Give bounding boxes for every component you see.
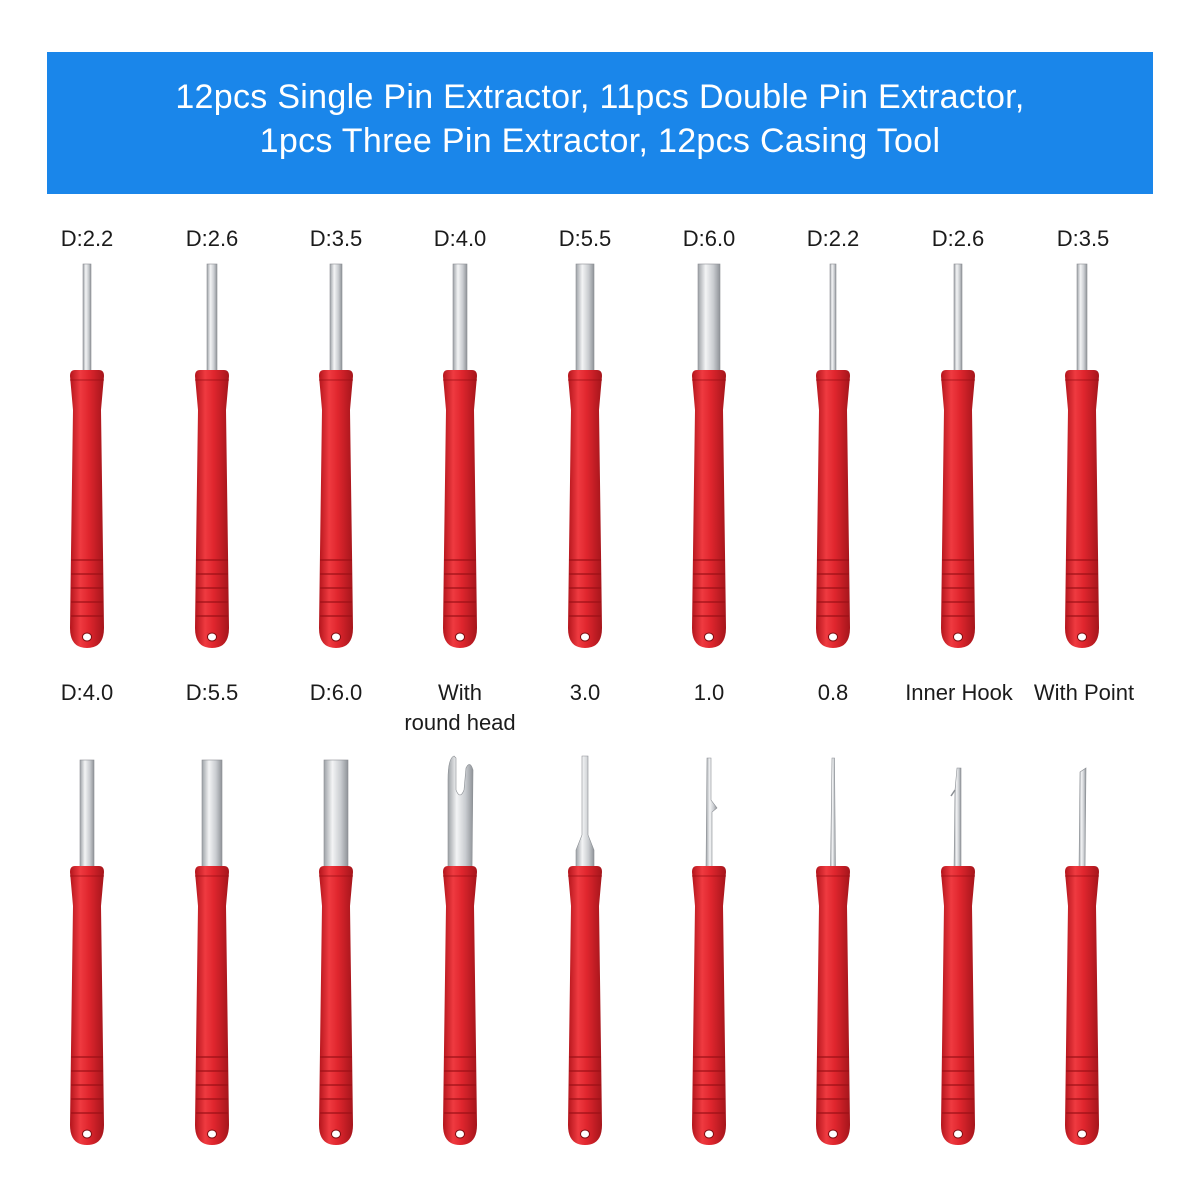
inner-hook-tip xyxy=(950,767,962,871)
row1-tool-4 xyxy=(443,263,477,648)
metal-shaft xyxy=(452,263,468,375)
metal-shaft xyxy=(323,759,349,871)
pointed-tip xyxy=(1078,767,1087,871)
metal-shaft xyxy=(575,263,595,375)
row1-label-4: D:4.0 xyxy=(433,226,487,251)
row2-tool-2 xyxy=(195,759,229,1145)
metal-shaft xyxy=(953,263,963,375)
row2-label-1: D:4.0 xyxy=(60,680,114,705)
red-handle xyxy=(568,866,602,1145)
red-handle xyxy=(319,370,353,648)
row2-label-4-line-1: With xyxy=(438,680,482,705)
red-handle xyxy=(692,370,726,648)
row1-label-1: D:2.2 xyxy=(60,226,114,251)
needle-tip xyxy=(830,757,836,871)
row1-tool-2 xyxy=(195,263,229,648)
red-handle xyxy=(568,370,602,648)
row1-tool-7 xyxy=(816,263,850,648)
row2-label-5: 3.0 xyxy=(569,680,601,705)
flat-blade-tip xyxy=(575,755,595,871)
row1-tool-9 xyxy=(1065,263,1099,648)
row2-label-7: 0.8 xyxy=(817,680,849,705)
red-handle xyxy=(195,370,229,648)
red-handle xyxy=(816,370,850,648)
red-handle xyxy=(195,866,229,1145)
row2-label-4-line-2: round head xyxy=(404,710,516,735)
red-handle xyxy=(1065,370,1099,648)
red-handle xyxy=(692,866,726,1145)
metal-shaft xyxy=(206,263,218,375)
row2-tool-7 xyxy=(816,757,850,1145)
metal-shaft xyxy=(829,263,837,375)
metal-shaft xyxy=(697,263,721,375)
banner-title-line-2: 1pcs Three Pin Extractor, 12pcs Casing T… xyxy=(259,122,941,160)
red-handle xyxy=(443,370,477,648)
row2-tool-4 xyxy=(443,755,477,1145)
row1-tool-6 xyxy=(692,263,726,648)
title-banner xyxy=(47,52,1153,194)
red-handle xyxy=(1065,866,1099,1145)
red-handle xyxy=(319,866,353,1145)
metal-shaft xyxy=(329,263,343,375)
row2-tool-9 xyxy=(1065,767,1099,1145)
row2-label-3: D:6.0 xyxy=(309,680,363,705)
row1-label-3: D:3.5 xyxy=(309,226,363,251)
row1-tool-3 xyxy=(319,263,353,648)
row2-tool-3 xyxy=(319,759,353,1145)
row1-label-8: D:2.6 xyxy=(931,226,985,251)
row1-label-5: D:5.5 xyxy=(558,226,612,251)
metal-shaft xyxy=(79,759,95,871)
row1-label-7: D:2.2 xyxy=(806,226,860,251)
red-handle xyxy=(70,866,104,1145)
row2-tool-1 xyxy=(70,759,104,1145)
red-handle xyxy=(70,370,104,648)
row2-tool-8 xyxy=(941,767,975,1145)
row2-label-6: 1.0 xyxy=(693,680,725,705)
row1-label-2: D:2.6 xyxy=(185,226,239,251)
metal-shaft xyxy=(201,759,223,871)
row2-tool-6 xyxy=(692,757,726,1145)
row2-label-8: Inner Hook xyxy=(905,680,1013,705)
thin-blade-tip xyxy=(705,757,718,871)
red-handle xyxy=(443,866,477,1145)
red-handle xyxy=(816,866,850,1145)
metal-shaft xyxy=(1076,263,1088,375)
row2-label-2: D:5.5 xyxy=(185,680,239,705)
row1-tool-8 xyxy=(941,263,975,648)
banner-title-line-1: 12pcs Single Pin Extractor, 11pcs Double… xyxy=(175,78,1025,116)
row1-tool-1 xyxy=(70,263,104,648)
red-handle xyxy=(941,866,975,1145)
red-handle xyxy=(941,370,975,648)
metal-shaft xyxy=(82,263,92,375)
row1-label-9: D:3.5 xyxy=(1056,226,1110,251)
row1-tool-5 xyxy=(568,263,602,648)
fork-tip xyxy=(447,755,474,871)
row2-label-9: With Point xyxy=(1033,680,1135,705)
row2-tool-5 xyxy=(568,755,602,1145)
row1-label-6: D:6.0 xyxy=(682,226,736,251)
